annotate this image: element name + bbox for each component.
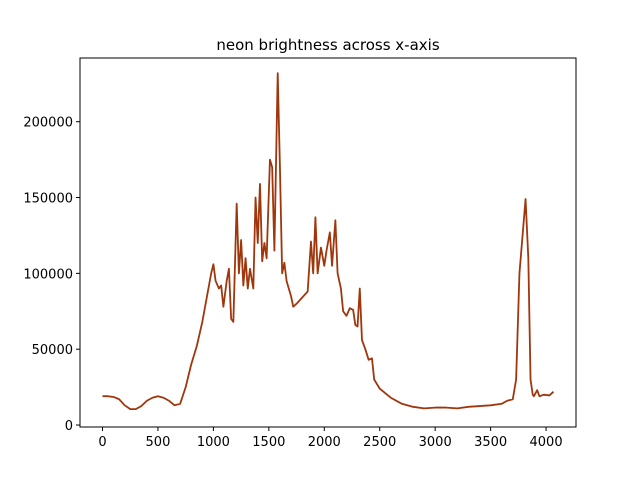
- y-tick-label: 50000: [32, 343, 73, 358]
- line: [102, 72, 555, 411]
- y-tick-label: 150000: [23, 192, 73, 207]
- y-tick-label: 200000: [23, 116, 73, 131]
- x-tick-label: 1500: [252, 435, 285, 450]
- x-tick-label: 3500: [474, 435, 507, 450]
- x-tick-label: 1000: [197, 435, 230, 450]
- axes-frame: [79, 57, 577, 428]
- x-tick-label: 0: [98, 435, 106, 450]
- x-tick-label: 500: [146, 435, 171, 450]
- x-tick-label: 2000: [308, 435, 341, 450]
- x-tick-label: 3000: [419, 435, 452, 450]
- y-tick-label: 0: [65, 419, 73, 434]
- y-tick-label: 100000: [23, 267, 73, 282]
- x-tick-label: 4000: [530, 435, 563, 450]
- chart-title: neon brightness across x-axis: [216, 36, 439, 54]
- x-tick-label: 2500: [363, 435, 396, 450]
